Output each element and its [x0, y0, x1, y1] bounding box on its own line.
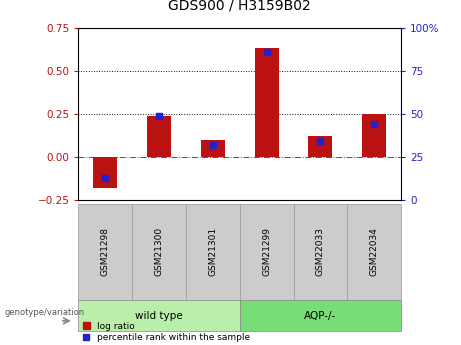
Bar [308, 136, 332, 157]
Text: GSM21300: GSM21300 [154, 227, 164, 276]
Text: GDS900 / H3159B02: GDS900 / H3159B02 [168, 0, 311, 12]
Legend: log ratio, percentile rank within the sample: log ratio, percentile rank within the sa… [83, 322, 250, 342]
Text: GSM22033: GSM22033 [316, 227, 325, 276]
Text: GSM21299: GSM21299 [262, 227, 271, 276]
Text: wild type: wild type [135, 311, 183, 321]
Point [155, 113, 163, 118]
Text: genotype/variation: genotype/variation [5, 308, 85, 317]
Point [209, 142, 217, 148]
Text: AQP-/-: AQP-/- [304, 311, 337, 321]
Point [263, 49, 270, 55]
Bar [362, 114, 386, 157]
Bar [147, 116, 171, 157]
Point [371, 121, 378, 127]
Point [317, 139, 324, 144]
Text: GSM22034: GSM22034 [370, 227, 378, 276]
Text: GSM21301: GSM21301 [208, 227, 217, 276]
Point [101, 175, 109, 180]
Bar [201, 140, 225, 157]
Bar [93, 157, 118, 188]
Text: GSM21298: GSM21298 [101, 227, 110, 276]
Bar [254, 48, 279, 157]
